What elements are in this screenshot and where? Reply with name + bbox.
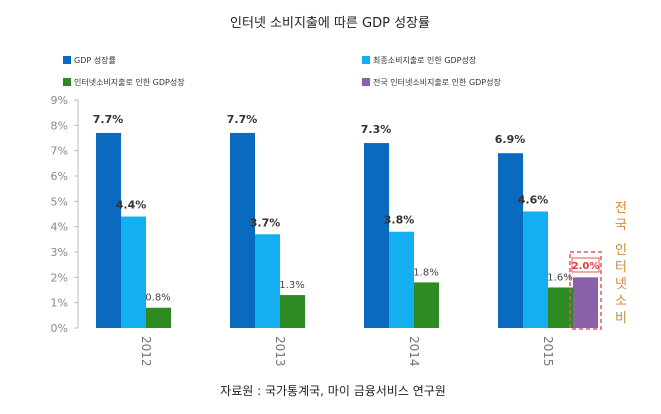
data-label: 0.8% [145,293,170,304]
legend-swatch [362,56,370,64]
annotation-char: 국 [615,218,627,233]
y-tick-label: 3% [51,246,68,259]
legend-label: 인터넷소비지출로 인한 GDP성장 [74,77,185,87]
legend: GDP 성장률 최종소비지출로 인한 GDP성장 인터넷소비지출로 인한 GDP… [63,55,501,87]
bar [230,132,255,328]
y-axis-ticks: 0% 1% 2% 3% 4% 5% 6% 7% 8% 9% [51,94,78,335]
bar [498,153,523,328]
y-tick-label: 9% [51,94,68,107]
legend-label: 전국 인터넷소비지출로 인한 GDP성장 [373,77,501,87]
x-axis-labels: 2012 2013 2014 2015 [139,336,555,367]
legend-swatch [362,78,370,86]
bars [96,132,598,328]
y-tick-label: 4% [51,221,68,234]
y-tick-label: 7% [51,145,68,158]
legend-item: 인터넷소비지출로 인한 GDP성장 [63,77,185,87]
data-label: 7.7% [227,113,258,126]
annotation-char: 소 [615,294,627,309]
y-tick-label: 2% [51,271,68,284]
annotation-char: 터 [615,260,627,275]
data-label: 3.8% [384,214,415,227]
y-tick-label: 8% [51,119,68,132]
bar [414,282,439,328]
bar [389,231,414,328]
annotation-char: 인 [615,243,627,258]
legend-label: 최종소비지출로 인한 GDP성장 [373,55,477,65]
bar [523,211,548,328]
data-label: 3.7% [250,216,281,229]
bar [255,234,280,328]
legend-item: 전국 인터넷소비지출로 인한 GDP성장 [362,77,501,87]
bar [280,295,305,328]
data-label: 1.3% [279,280,304,291]
annotation-char: 전 [615,201,627,216]
data-label: 7.7% [93,113,124,126]
x-tick-label: 2014 [407,336,421,367]
legend-label: GDP 성장률 [74,55,116,65]
bar [146,307,171,328]
y-tick-label: 5% [51,195,68,208]
x-tick-label: 2013 [273,336,287,367]
annotation-char: 비 [615,311,627,326]
highlight-label: 2.0% [572,261,600,272]
data-labels: 7.7% 4.4% 0.8% 7.7% 3.7% 1.3% 7.3% 3.8% 1.8% 6.9%… [93,113,573,304]
bar [364,143,389,328]
legend-swatch [63,78,71,86]
data-label: 7.3% [361,123,392,136]
source-note: 자료원 : 국가통계국, 마이 금융서비스 연구원 [220,384,446,398]
bar [548,287,573,328]
chart-title: 인터넷 소비지출에 따른 GDP 성장률 [230,16,430,31]
data-label: 1.8% [413,267,438,278]
data-label: 1.6% [547,272,572,283]
data-label: 6.9% [495,133,526,146]
x-tick-label: 2012 [139,336,153,367]
bar [96,132,121,328]
legend-item: GDP 성장률 [63,55,116,65]
y-tick-label: 0% [51,322,68,335]
highlight-box: 2.0% [569,251,602,330]
legend-item: 최종소비지출로 인한 GDP성장 [362,55,477,65]
legend-swatch [63,56,71,64]
highlight-label-box [571,257,600,273]
bar [121,216,146,328]
data-label: 4.4% [116,199,147,212]
annotation-char: 넷 [615,277,627,292]
x-tick-label: 2015 [541,336,555,367]
highlight-dashed-border [569,251,602,330]
data-label: 4.6% [518,193,549,206]
y-tick-label: 1% [51,297,68,310]
bar [573,277,598,328]
y-tick-label: 6% [51,170,68,183]
